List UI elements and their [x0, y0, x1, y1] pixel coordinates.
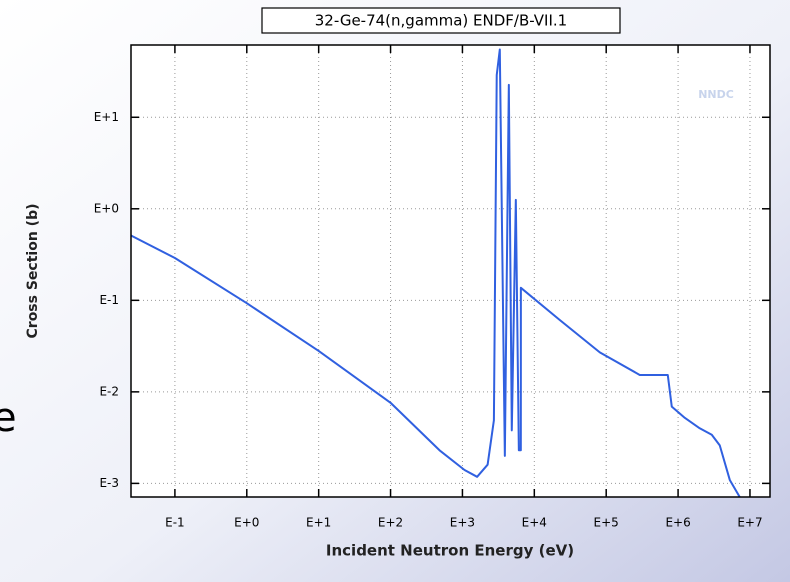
- side-text: e: [0, 395, 17, 441]
- x-tick-label: E+5: [594, 516, 619, 530]
- plot-frame: [130, 44, 771, 498]
- x-tick-label: E+1: [306, 516, 331, 530]
- y-axis-label: Cross Section (b): [25, 204, 41, 339]
- x-tick-label: E+2: [378, 516, 403, 530]
- title-box: [261, 7, 621, 34]
- x-tick-label: E-1: [165, 516, 185, 530]
- chart-title: 32-Ge-74(n,gamma) ENDF/B-VII.1: [315, 12, 567, 30]
- y-tick-label: E+0: [94, 201, 119, 215]
- plot-area: [131, 45, 770, 497]
- x-tick-label: E+7: [737, 516, 762, 530]
- x-tick-label: E+6: [665, 516, 690, 530]
- y-tick-label: E-2: [99, 384, 119, 398]
- y-tick-label: E+1: [94, 110, 119, 124]
- data-line: [131, 48, 741, 497]
- y-tick-label: E-3: [99, 476, 119, 490]
- y-tick-label: E-1: [99, 293, 119, 307]
- watermark: NNDC: [698, 88, 734, 101]
- x-axis-label: Incident Neutron Energy (eV): [326, 542, 574, 560]
- x-tick-label: E+0: [234, 516, 259, 530]
- x-tick-label: E+3: [450, 516, 475, 530]
- x-tick-label: E+4: [522, 516, 547, 530]
